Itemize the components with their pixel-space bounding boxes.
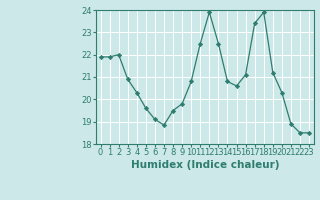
X-axis label: Humidex (Indice chaleur): Humidex (Indice chaleur)	[131, 160, 279, 170]
